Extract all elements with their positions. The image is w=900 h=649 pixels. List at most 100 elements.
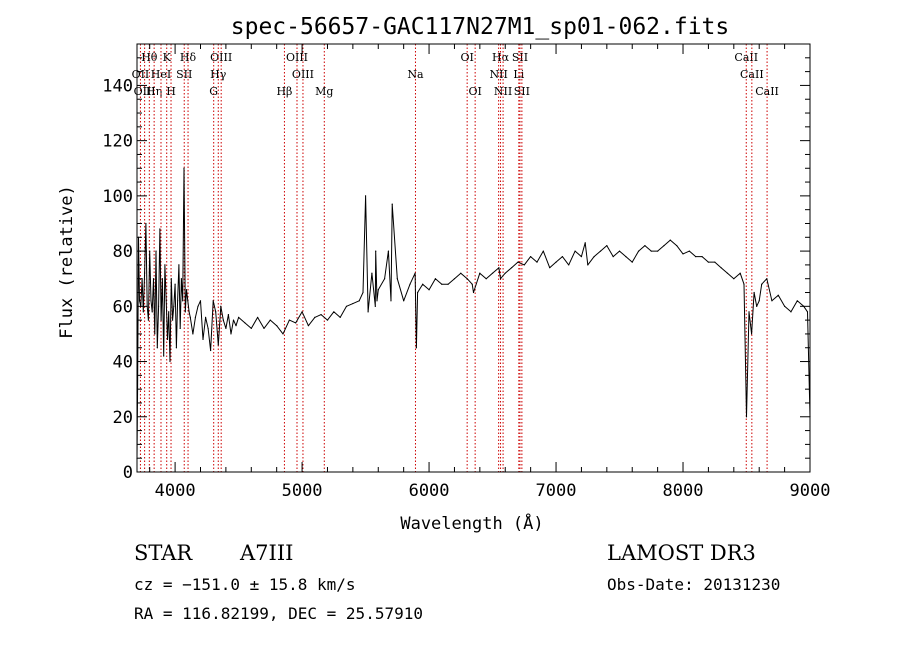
redshift-velocity: cz = −151.0 ± 15.8 km/s <box>134 575 356 594</box>
data-point <box>244 322 246 324</box>
axes: 4000 5000 6000 7000 8000 9000 0 20 40 60 80 100 120 1… <box>102 43 830 501</box>
data-point <box>491 272 494 274</box>
data-point <box>580 256 583 258</box>
data-point <box>460 272 462 274</box>
y-axis-label: Flux (relative) <box>57 185 77 339</box>
data-point <box>154 333 156 335</box>
x-axis-label: Wavelength (Å) <box>400 512 543 534</box>
data-point <box>163 355 165 357</box>
data-point <box>422 283 424 285</box>
data-point <box>657 250 659 252</box>
data-point <box>599 250 602 252</box>
data-point <box>339 316 341 318</box>
data-point <box>189 316 191 318</box>
data-point <box>150 300 152 302</box>
data-point <box>156 347 158 349</box>
data-point <box>377 289 379 291</box>
line-marker-label: OIII <box>210 51 232 64</box>
y-tick-label: 20 <box>113 408 133 428</box>
object-subclass: A7III <box>239 541 293 565</box>
data-point <box>387 250 390 252</box>
data-point <box>472 291 475 294</box>
data-point <box>606 244 608 247</box>
x-tick-label: 5000 <box>282 481 323 501</box>
data-point <box>391 203 393 205</box>
data-point <box>720 267 722 269</box>
data-point <box>307 325 310 327</box>
data-point <box>145 222 147 225</box>
data-point <box>753 291 755 294</box>
data-point <box>326 319 329 321</box>
line-marker-label: H <box>166 85 176 98</box>
data-point <box>568 264 570 266</box>
data-point <box>220 305 222 307</box>
data-point <box>177 300 179 302</box>
data-point <box>756 305 758 307</box>
data-point <box>644 244 646 247</box>
object-class: STAR <box>134 541 193 565</box>
data-point <box>138 300 141 302</box>
line-marker-label: SII <box>512 51 528 64</box>
data-point <box>204 316 207 318</box>
line-marker-label: NII <box>489 68 507 81</box>
data-point <box>625 256 627 258</box>
data-point <box>549 267 551 269</box>
data-point <box>650 250 652 252</box>
line-marker-label: Hβ <box>276 85 292 98</box>
line-marker-label: HeI <box>151 68 171 81</box>
data-point <box>185 289 188 291</box>
data-point <box>159 228 161 230</box>
data-point <box>362 291 364 294</box>
data-point <box>217 344 219 346</box>
data-point <box>447 283 449 285</box>
observation-date: Obs-Date: 20131230 <box>607 575 780 594</box>
data-point <box>745 416 748 418</box>
data-point <box>149 250 151 252</box>
data-point <box>663 244 665 247</box>
data-point <box>215 311 217 313</box>
data-point <box>282 333 284 335</box>
data-point <box>517 261 519 263</box>
line-marker-label: OI <box>460 51 473 64</box>
data-point <box>707 261 710 263</box>
data-point <box>669 239 671 241</box>
data-point <box>147 319 150 321</box>
data-point <box>166 338 169 341</box>
data-point <box>417 291 419 294</box>
data-point <box>631 261 633 263</box>
data-point <box>173 305 175 307</box>
data-point <box>192 333 194 335</box>
data-point <box>504 272 506 274</box>
y-tick-label: 60 <box>113 297 133 317</box>
data-point <box>212 300 214 302</box>
data-point <box>144 272 146 274</box>
data-point <box>530 256 532 258</box>
data-point <box>227 314 230 316</box>
data-point <box>561 256 563 258</box>
line-marker-label: OI <box>468 85 481 98</box>
data-point <box>225 327 227 330</box>
data-point <box>739 272 741 274</box>
data-point <box>784 305 786 307</box>
line-marker-label: OIII <box>286 51 308 64</box>
data-point <box>276 325 278 327</box>
data-point <box>499 278 502 280</box>
data-point <box>171 319 174 321</box>
data-point <box>688 250 690 252</box>
data-point <box>637 250 640 252</box>
data-point <box>771 300 773 302</box>
data-point <box>523 264 525 266</box>
data-point <box>384 278 386 280</box>
line-marker-label: Hγ <box>210 68 227 81</box>
data-point <box>367 311 369 313</box>
data-point <box>584 242 586 244</box>
data-point <box>178 264 180 266</box>
data-point <box>179 327 181 330</box>
data-point <box>157 305 160 307</box>
data-point <box>188 311 190 313</box>
y-tick-label: 100 <box>102 187 133 207</box>
data-point <box>152 278 155 280</box>
data-point <box>180 278 183 280</box>
data-point <box>676 244 678 247</box>
data-point <box>777 294 779 296</box>
